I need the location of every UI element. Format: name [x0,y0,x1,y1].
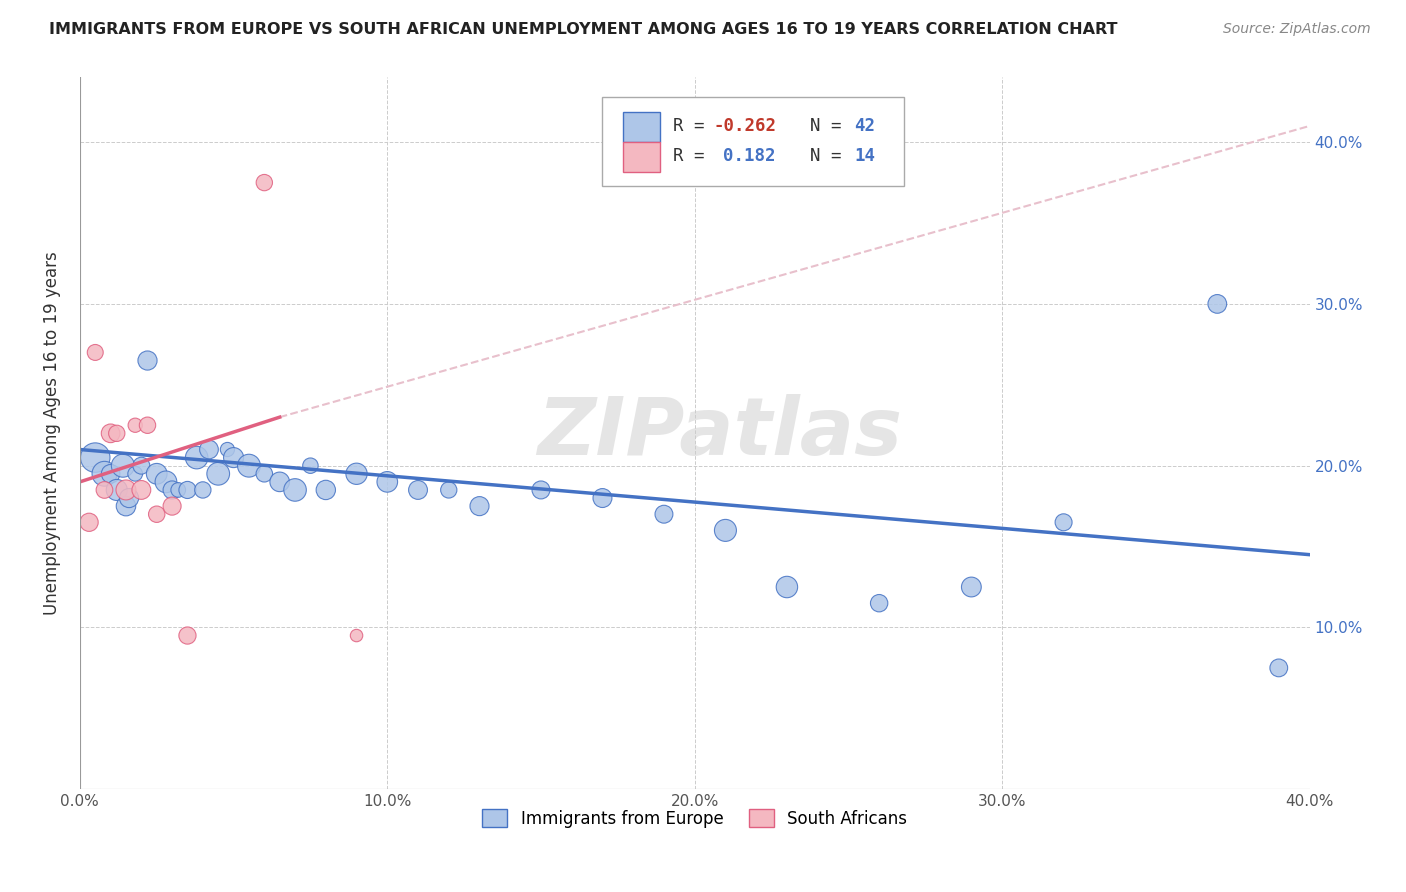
Point [375,475,398,489]
Point [100,467,122,481]
Point [118,491,141,505]
Point [406,483,429,497]
Point [115,483,138,497]
Text: IMMIGRANTS FROM EUROPE VS SOUTH AFRICAN UNEMPLOYMENT AMONG AGES 16 TO 19 YEARS C: IMMIGRANTS FROM EUROPE VS SOUTH AFRICAN … [49,22,1118,37]
Legend: Immigrants from Europe, South Africans: Immigrants from Europe, South Africans [475,803,914,834]
FancyBboxPatch shape [602,96,904,186]
Point [145,467,167,481]
Point [468,499,491,513]
Point [299,458,322,473]
Text: N =: N = [789,147,852,165]
Point [591,491,613,505]
Point [346,467,368,481]
Point [530,483,553,497]
Text: ZIPatlas: ZIPatlas [537,394,901,473]
Point [77,516,100,530]
Point [176,483,198,497]
Point [167,483,190,497]
Point [868,596,890,610]
Point [284,483,307,497]
Point [84,450,107,465]
Text: R =: R = [672,147,725,165]
Point [198,442,221,457]
Point [105,483,128,497]
Text: 42: 42 [855,117,876,135]
Point [160,499,183,513]
Point [155,475,177,489]
Point [115,499,138,513]
Text: 0.182: 0.182 [723,147,776,165]
Point [191,483,214,497]
Point [437,483,460,497]
Text: R =: R = [672,117,714,135]
Text: N =: N = [789,117,852,135]
Point [131,458,153,473]
Point [217,442,239,457]
Point [960,580,983,594]
Point [136,418,159,433]
Point [652,507,675,521]
Y-axis label: Unemployment Among Ages 16 to 19 years: Unemployment Among Ages 16 to 19 years [44,252,60,615]
Point [1206,297,1229,311]
Point [124,467,146,481]
Point [84,345,107,359]
Point [269,475,291,489]
FancyBboxPatch shape [623,142,661,172]
Point [186,450,208,465]
Point [100,426,122,441]
Text: Source: ZipAtlas.com: Source: ZipAtlas.com [1223,22,1371,37]
Point [346,628,368,642]
Point [111,458,134,473]
Text: 14: 14 [855,147,876,165]
Point [145,507,167,521]
Point [253,176,276,190]
Point [105,426,128,441]
Point [207,467,229,481]
Point [253,467,276,481]
Point [238,458,260,473]
Point [222,450,245,465]
Point [93,467,115,481]
FancyBboxPatch shape [623,112,661,142]
Point [1268,661,1291,675]
Point [93,483,115,497]
Point [714,524,737,538]
Point [131,483,153,497]
Point [1052,516,1074,530]
Point [124,418,146,433]
Point [176,628,198,642]
Point [776,580,799,594]
Point [160,483,183,497]
Point [136,353,159,368]
Text: -0.262: -0.262 [713,117,776,135]
Point [315,483,337,497]
